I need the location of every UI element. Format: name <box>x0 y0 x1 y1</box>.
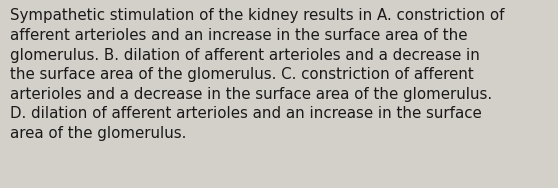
Text: Sympathetic stimulation of the kidney results in A. constriction of
afferent art: Sympathetic stimulation of the kidney re… <box>10 8 504 141</box>
